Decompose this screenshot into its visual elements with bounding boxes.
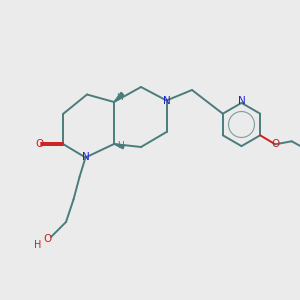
Text: O: O	[271, 139, 279, 149]
Text: H: H	[116, 93, 123, 102]
Text: O: O	[44, 233, 52, 244]
Text: H: H	[117, 141, 124, 150]
Text: O: O	[35, 139, 43, 149]
Text: N: N	[82, 152, 89, 163]
Text: H: H	[34, 239, 41, 250]
Polygon shape	[114, 92, 124, 102]
Text: N: N	[238, 96, 245, 106]
Polygon shape	[114, 144, 124, 149]
Text: N: N	[163, 95, 170, 106]
